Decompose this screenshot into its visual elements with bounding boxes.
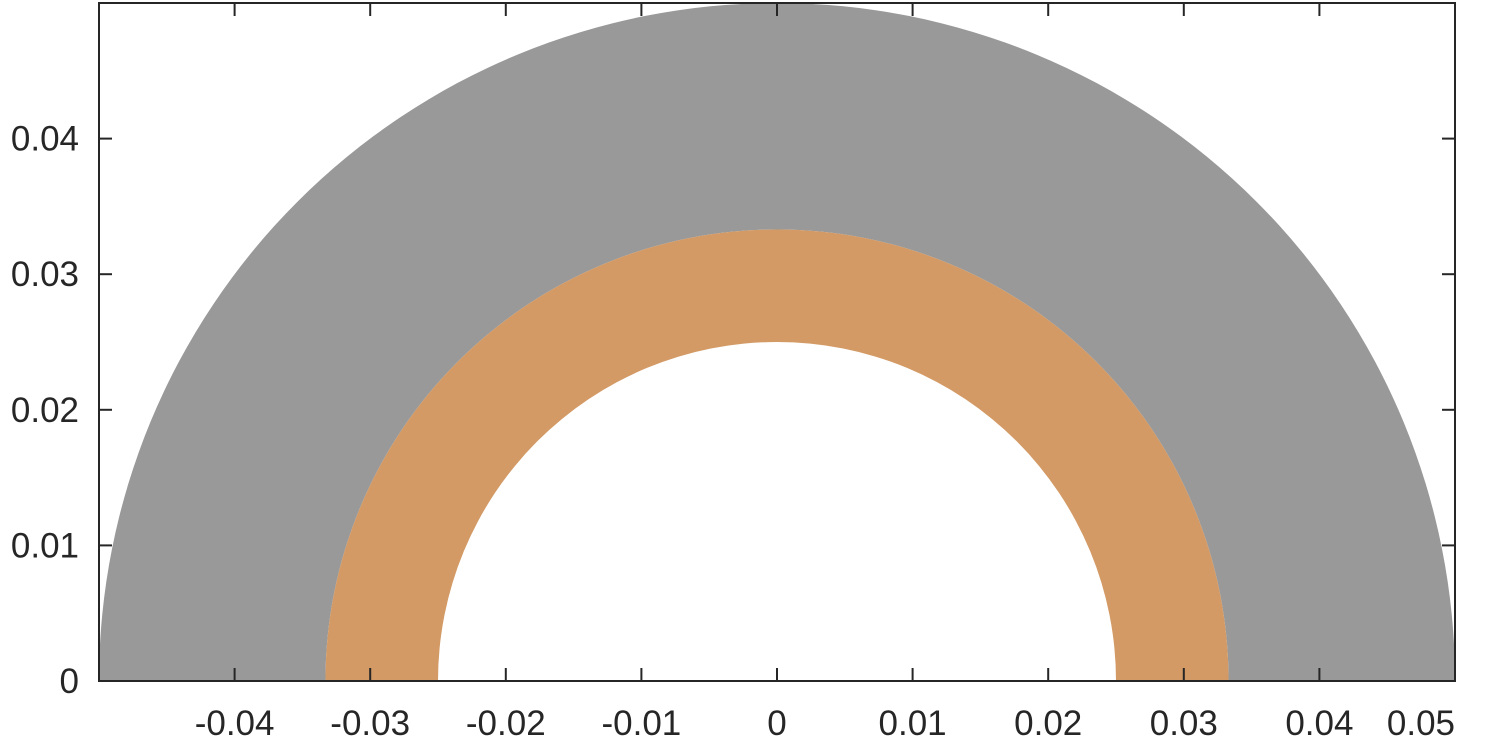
x-tick-label: 0.02	[1014, 704, 1082, 743]
region-half-annulus-2	[325, 229, 1229, 681]
x-tick-label: -0.04	[195, 704, 275, 743]
x-tick-label: -0.03	[330, 704, 410, 743]
regions-layer	[99, 3, 1455, 681]
x-tick-label: 0.04	[1285, 704, 1353, 743]
x-tick-label: -0.01	[602, 704, 682, 743]
x-axis: -0.04 -0.03 -0.02 -0.01 0 0.01 0.02 0.03 0.04 0.0…	[195, 3, 1456, 743]
y-tick-label: 0.04	[11, 120, 79, 159]
x-tick-label: 0.01	[879, 704, 947, 743]
region-half-annulus-1	[99, 3, 1455, 681]
x-tick-label: 0.03	[1150, 704, 1218, 743]
y-tick-label: 0.02	[11, 391, 79, 430]
y-tick-label: 0.01	[11, 526, 79, 565]
y-tick-label: 0	[60, 662, 79, 701]
x-tick-label: -0.02	[466, 704, 546, 743]
y-tick-label: 0.03	[11, 255, 79, 294]
x-tick-label: 0.05	[1387, 704, 1455, 743]
y-axis: 0 0.01 0.02 0.03 0.04	[11, 120, 1455, 701]
x-tick-label: 0	[767, 704, 786, 743]
